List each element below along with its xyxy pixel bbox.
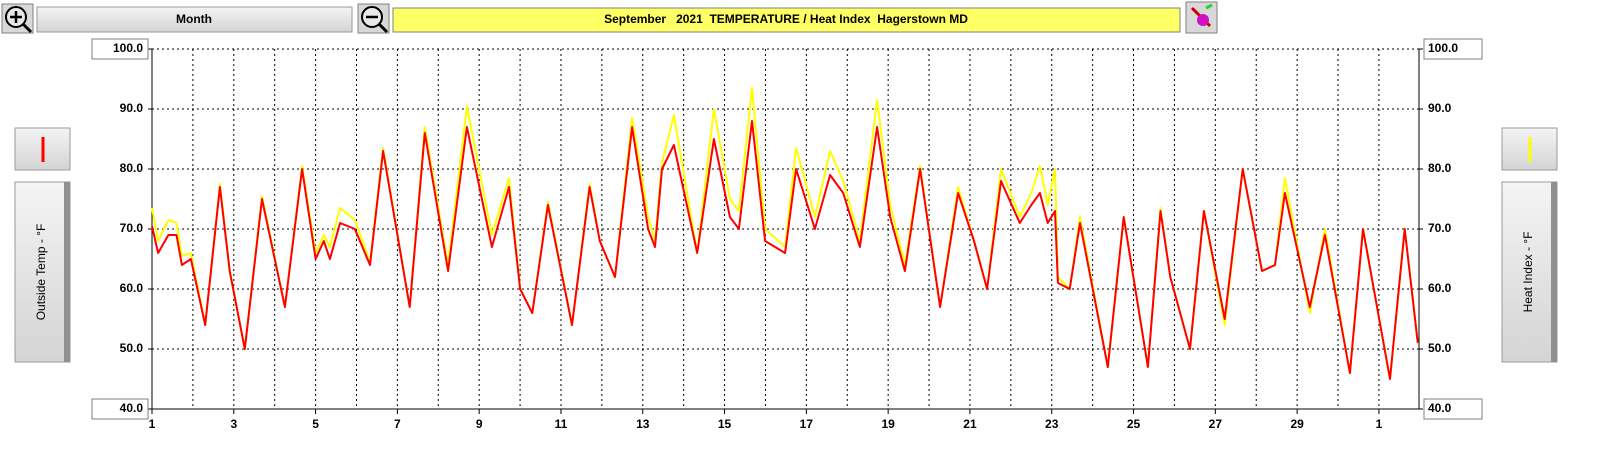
x-tick-label: 15 [718,417,732,431]
y2-tick-label: 40.0 [1428,401,1452,415]
x-tick-label: 13 [636,417,650,431]
tick-box [1423,398,1483,420]
y-tick-label: 60.0 [120,281,144,295]
x-tick-label: 1 [1376,417,1383,431]
x-tick-label: 27 [1209,417,1223,431]
chart-title: September 2021 TEMPERATURE / Heat Index … [604,12,968,26]
x-tick-label: 1 [149,417,156,431]
x-tick-label: 7 [394,417,401,431]
y2-tick-label: 90.0 [1428,101,1452,115]
series-line [151,87,1419,380]
y-tick-label: 50.0 [120,341,144,355]
period-label: Month [176,12,212,26]
y-tick-label: 80.0 [120,161,144,175]
legend-label: Heat Index - °F [1521,232,1535,313]
x-tick-label: 17 [800,417,814,431]
x-tick-label: 5 [312,417,319,431]
x-tick-label: 19 [881,417,895,431]
period-button[interactable]: Month [36,6,353,33]
x-tick-label: 29 [1290,417,1304,431]
y2-tick-label: 70.0 [1428,221,1452,235]
y2-tick-label: 80.0 [1428,161,1452,175]
y2-tick-label: 50.0 [1428,341,1452,355]
tick-box [91,398,149,420]
legend-label: Outside Temp - °F [34,224,48,321]
zoom-in-button[interactable] [1,3,34,34]
x-tick-label: 23 [1045,417,1059,431]
x-tick-label: 11 [555,417,568,431]
options-icon[interactable] [1185,1,1218,34]
tick-box [91,38,149,60]
y2-tick-label: 100.0 [1428,41,1458,55]
x-tick-label: 3 [230,417,237,431]
tick-box [1423,38,1483,60]
title-bar [392,7,1181,33]
x-tick-label: 9 [476,417,483,431]
y2-tick-label: 60.0 [1428,281,1452,295]
x-tick-label: 21 [963,417,977,431]
zoom-out-button[interactable] [357,3,390,34]
series-line [151,120,1419,380]
y-tick-label: 90.0 [120,101,144,115]
x-tick-label: 25 [1127,417,1141,431]
y-tick-label: 100.0 [113,41,143,55]
legend-temp[interactable]: Outside Temp - °F [14,127,71,363]
legend-heat-index[interactable]: Heat Index - °F [1501,127,1558,363]
y-tick-label: 40.0 [120,401,144,415]
y-tick-label: 70.0 [120,221,144,235]
plot: 40.0 50.0 60.0 70.0 80.0 90.0 100.0 40.0 50.0 60.… [91,38,1483,431]
